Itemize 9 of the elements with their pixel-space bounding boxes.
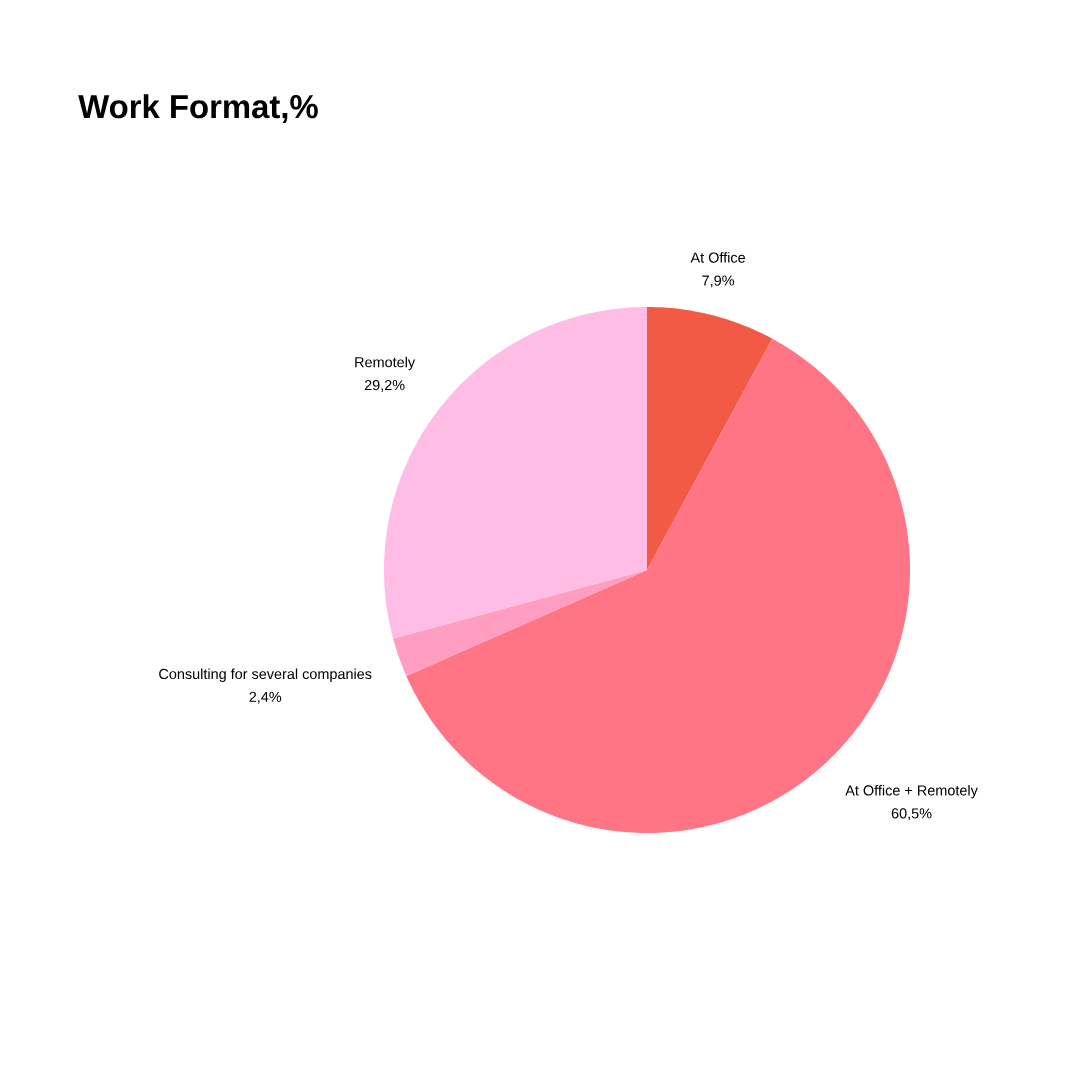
data-label: 60,5% (891, 808, 932, 821)
slice-label: At Office + Remotely (845, 784, 978, 799)
slice-label: Remotely (355, 356, 416, 371)
slice-label: At Office (690, 252, 746, 263)
slice-label: Consulting for several companies (159, 668, 372, 682)
data-label: 29,2% (364, 379, 405, 392)
data-label: 7,9% (702, 275, 735, 288)
chart-title: Work Format,% (78, 94, 318, 124)
data-label: 2,4% (249, 691, 282, 704)
